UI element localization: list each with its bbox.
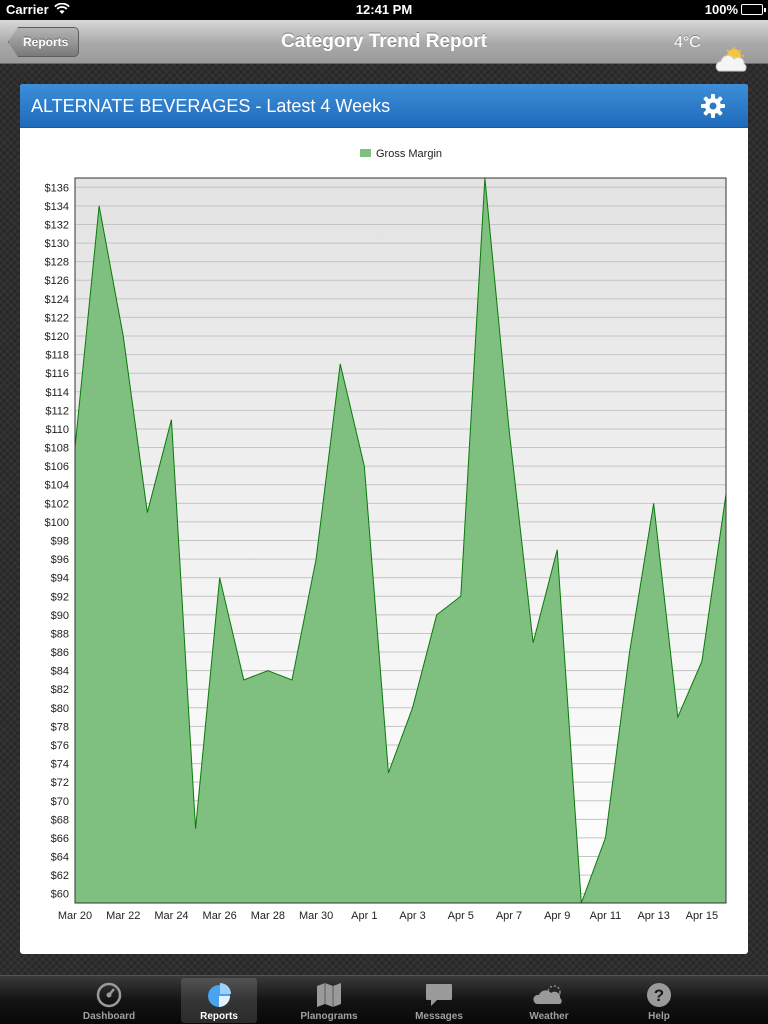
y-tick-label: $78	[51, 721, 69, 733]
y-tick-label: $126	[45, 275, 69, 287]
carrier-label: Carrier	[6, 2, 49, 17]
y-tick-label: $100	[45, 517, 69, 529]
y-tick-label: $98	[51, 536, 69, 548]
pie-chart-icon	[206, 981, 232, 1009]
x-tick-label: Apr 1	[351, 910, 377, 922]
x-tick-label: Apr 15	[686, 910, 718, 922]
gross-margin-area	[75, 178, 726, 903]
y-tick-label: $130	[45, 238, 69, 250]
report-card: ALTERNATE BEVERAGES - Latest 4 Weeks	[20, 84, 748, 954]
x-tick-label: Mar 28	[251, 910, 285, 922]
y-tick-label: $110	[45, 424, 69, 436]
y-tick-label: $62	[51, 870, 69, 882]
y-tick-label: $72	[51, 777, 69, 789]
back-button[interactable]: Reports	[8, 27, 80, 57]
clock: 12:41 PM	[355, 2, 413, 17]
temperature-label: 4°C	[674, 34, 701, 51]
y-tick-label: $108	[45, 443, 69, 455]
tab-label: Messages	[415, 1011, 463, 1022]
y-tick-label: $132	[45, 219, 69, 231]
navigation-bar: Reports Category Trend Report 4°C	[0, 20, 768, 72]
y-tick-label: $84	[51, 666, 69, 678]
page-title: Category Trend Report	[281, 31, 487, 52]
tab-weather[interactable]: Weather	[511, 978, 587, 1023]
y-tick-label: $64	[51, 852, 69, 864]
y-tick-label: $124	[45, 294, 69, 306]
battery-icon	[741, 4, 766, 15]
gross-margin-chart: Gross Margin $60 $62 $64 $66 $68 $70 $72 $74 $76…	[45, 148, 727, 922]
y-tick-label: $60	[51, 889, 69, 901]
gross-margin-line	[74, 177, 727, 904]
help-icon: ?	[646, 981, 672, 1009]
partly-cloudy-icon[interactable]	[714, 47, 748, 80]
legend-swatch	[360, 149, 371, 157]
legend-label: Gross Margin	[376, 148, 442, 160]
x-axis-labels: Mar 20 Mar 22 Mar 24 Mar 26 Mar 28 Mar 30 Apr …	[58, 910, 718, 922]
x-tick-label: Apr 11	[590, 910, 622, 922]
y-tick-label: $104	[45, 480, 69, 492]
tab-label: Weather	[529, 1011, 569, 1022]
tab-reports[interactable]: Reports	[181, 978, 257, 1023]
y-tick-label: $134	[45, 201, 69, 213]
card-header: ALTERNATE BEVERAGES - Latest 4 Weeks	[20, 84, 748, 128]
tab-label: Reports	[200, 1011, 238, 1022]
y-tick-label: $114	[45, 387, 69, 399]
y-tick-label: $112	[45, 405, 69, 417]
plot-border	[74, 177, 727, 904]
speedometer-icon	[96, 981, 122, 1009]
tab-bar: Dashboard Reports Planograms Messag	[0, 975, 768, 1024]
y-tick-label: $86	[51, 647, 69, 659]
x-tick-label: Apr 3	[399, 910, 425, 922]
y-tick-label: $66	[51, 833, 69, 845]
svg-text:?: ?	[654, 986, 664, 1005]
y-tick-label: $68	[51, 814, 69, 826]
y-tick-label: $88	[51, 628, 69, 640]
cloud-icon	[533, 981, 565, 1009]
y-axis-labels: $60 $62 $64 $66 $68 $70 $72 $74 $76 $78 $80 $82 $84 $…	[45, 182, 69, 900]
x-tick-label: Mar 22	[106, 910, 140, 922]
x-tick-label: Mar 20	[58, 910, 92, 922]
y-tick-label: $92	[51, 591, 69, 603]
y-tick-label: $94	[51, 573, 69, 585]
x-tick-label: Mar 24	[154, 910, 188, 922]
x-tick-label: Apr 5	[448, 910, 474, 922]
y-tick-label: $76	[51, 740, 69, 752]
y-tick-label: $74	[51, 759, 69, 771]
y-tick-label: $70	[51, 796, 69, 808]
tab-planograms[interactable]: Planograms	[291, 978, 367, 1023]
map-icon	[316, 981, 342, 1009]
x-tick-label: Mar 30	[299, 910, 333, 922]
x-tick-label: Apr 9	[544, 910, 570, 922]
card-title: ALTERNATE BEVERAGES - Latest 4 Weeks	[31, 96, 391, 116]
speech-bubble-icon	[425, 981, 453, 1009]
battery-percent: 100%	[704, 2, 738, 17]
y-tick-label: $136	[45, 182, 69, 194]
gear-icon[interactable]	[701, 94, 725, 123]
y-tick-label: $122	[45, 312, 69, 324]
tab-help[interactable]: ? Help	[621, 978, 697, 1023]
y-tick-label: $118	[45, 350, 69, 362]
tab-label: Planograms	[300, 1011, 358, 1022]
y-tick-label: $116	[45, 368, 69, 380]
status-bar: Carrier 12:41 PM 100%	[0, 0, 768, 20]
wifi-icon	[54, 2, 70, 18]
y-tick-label: $80	[51, 703, 69, 715]
y-tick-label: $120	[45, 331, 69, 343]
y-tick-label: $82	[51, 684, 69, 696]
chart-legend: Gross Margin	[360, 148, 442, 160]
tab-label: Help	[648, 1011, 670, 1022]
y-tick-label: $102	[45, 498, 69, 510]
x-tick-label: Apr 13	[637, 910, 669, 922]
x-tick-label: Mar 26	[203, 910, 237, 922]
x-tick-label: Apr 7	[496, 910, 522, 922]
y-tick-label: $106	[45, 461, 69, 473]
y-tick-label: $90	[51, 610, 69, 622]
y-tick-label: $128	[45, 257, 69, 269]
tab-label: Dashboard	[82, 1011, 136, 1022]
y-tick-label: $96	[51, 554, 69, 566]
tab-messages[interactable]: Messages	[401, 978, 477, 1023]
tab-dashboard[interactable]: Dashboard	[71, 978, 147, 1023]
